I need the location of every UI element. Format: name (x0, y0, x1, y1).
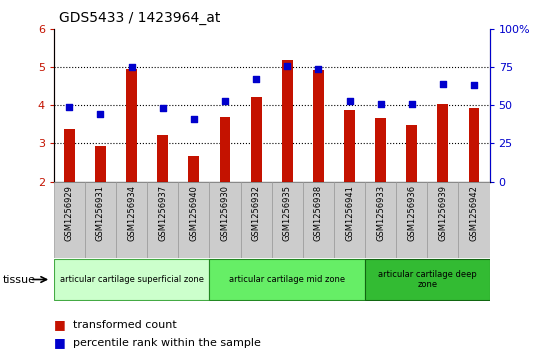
Text: GDS5433 / 1423964_at: GDS5433 / 1423964_at (59, 11, 221, 25)
Point (283, 63, 292, 69)
Point (377, 101, 385, 107)
Bar (188, 156, 199, 182)
Point (314, 66, 323, 72)
Text: GSM1256939: GSM1256939 (438, 185, 448, 241)
Point (438, 81, 447, 87)
Text: GSM1256936: GSM1256936 (407, 185, 416, 241)
Bar (209, 182, 240, 258)
Text: GSM1256937: GSM1256937 (158, 185, 167, 241)
Bar (344, 110, 355, 182)
Text: tissue: tissue (3, 274, 36, 285)
Text: articular cartilage superficial zone: articular cartilage superficial zone (60, 275, 203, 284)
Bar (365, 182, 396, 258)
Text: GSM1256941: GSM1256941 (345, 185, 354, 241)
Text: ■: ■ (54, 318, 66, 331)
Bar (116, 182, 147, 258)
Text: GSM1256933: GSM1256933 (376, 185, 385, 241)
Point (128, 64, 136, 70)
Text: GSM1256942: GSM1256942 (470, 185, 478, 241)
Bar (469, 108, 479, 182)
Bar (95, 146, 106, 182)
Text: GSM1256940: GSM1256940 (189, 185, 199, 241)
Bar (334, 182, 365, 258)
Bar (209, 258, 365, 301)
Bar (427, 182, 458, 258)
Bar (220, 117, 230, 182)
Bar (147, 182, 178, 258)
Bar (64, 129, 75, 182)
Text: GSM1256935: GSM1256935 (283, 185, 292, 241)
Bar (240, 182, 272, 258)
Bar (282, 60, 293, 182)
Bar (406, 126, 417, 182)
Bar (126, 69, 137, 182)
Text: percentile rank within the sample: percentile rank within the sample (73, 338, 260, 348)
Point (470, 82, 478, 88)
Text: GSM1256934: GSM1256934 (127, 185, 136, 241)
Bar (313, 70, 324, 182)
Bar (54, 182, 85, 258)
Bar (396, 182, 427, 258)
Bar (178, 182, 209, 258)
Bar (54, 258, 209, 301)
Bar (272, 182, 303, 258)
Text: GSM1256938: GSM1256938 (314, 185, 323, 241)
Bar (251, 97, 261, 182)
Point (407, 101, 416, 107)
Point (345, 98, 354, 103)
Point (189, 116, 198, 122)
Point (252, 77, 260, 82)
Bar (85, 182, 116, 258)
Point (65, 104, 74, 110)
Point (158, 105, 167, 111)
Bar (437, 104, 448, 182)
Bar (458, 182, 490, 258)
Text: GSM1256930: GSM1256930 (221, 185, 230, 241)
Text: GSM1256929: GSM1256929 (65, 185, 74, 241)
Text: articular cartilage deep
zone: articular cartilage deep zone (378, 270, 477, 289)
Text: transformed count: transformed count (73, 320, 176, 330)
Bar (303, 182, 334, 258)
Bar (157, 135, 168, 182)
Text: ■: ■ (54, 337, 66, 350)
Point (96, 111, 105, 117)
Text: articular cartilage mid zone: articular cartilage mid zone (229, 275, 345, 284)
Text: GSM1256931: GSM1256931 (96, 185, 105, 241)
Point (221, 98, 229, 103)
Bar (365, 258, 490, 301)
Bar (375, 118, 386, 182)
Text: GSM1256932: GSM1256932 (252, 185, 260, 241)
